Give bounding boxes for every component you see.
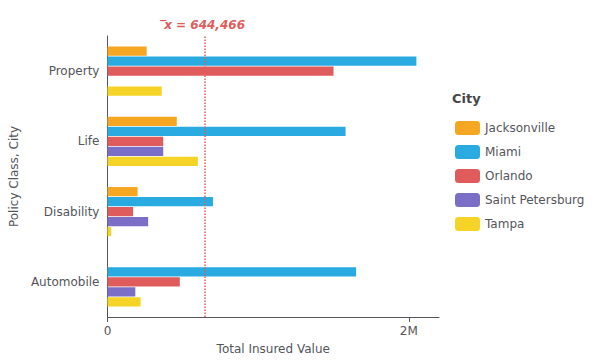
svg-text:0: 0 xyxy=(104,324,112,338)
svg-text:Tampa: Tampa xyxy=(484,217,524,231)
svg-text:City: City xyxy=(452,91,481,106)
svg-text:Jacksonville: Jacksonville xyxy=(484,121,555,135)
svg-text:Automobile: Automobile xyxy=(31,275,100,289)
svg-text:Life: Life xyxy=(78,134,100,148)
svg-text:̅x = 644,466: ̅x = 644,466 xyxy=(159,18,245,32)
svg-text:Saint Petersburg: Saint Petersburg xyxy=(485,193,584,207)
svg-text:Orlando: Orlando xyxy=(485,169,533,183)
svg-text:Property: Property xyxy=(49,64,100,78)
svg-text:Total Insured Value: Total Insured Value xyxy=(216,342,330,356)
svg-text:Disability: Disability xyxy=(44,205,100,219)
svg-text:Miami: Miami xyxy=(485,145,521,159)
svg-text:2M: 2M xyxy=(400,324,418,338)
svg-text:Policy Class, City: Policy Class, City xyxy=(7,126,21,227)
